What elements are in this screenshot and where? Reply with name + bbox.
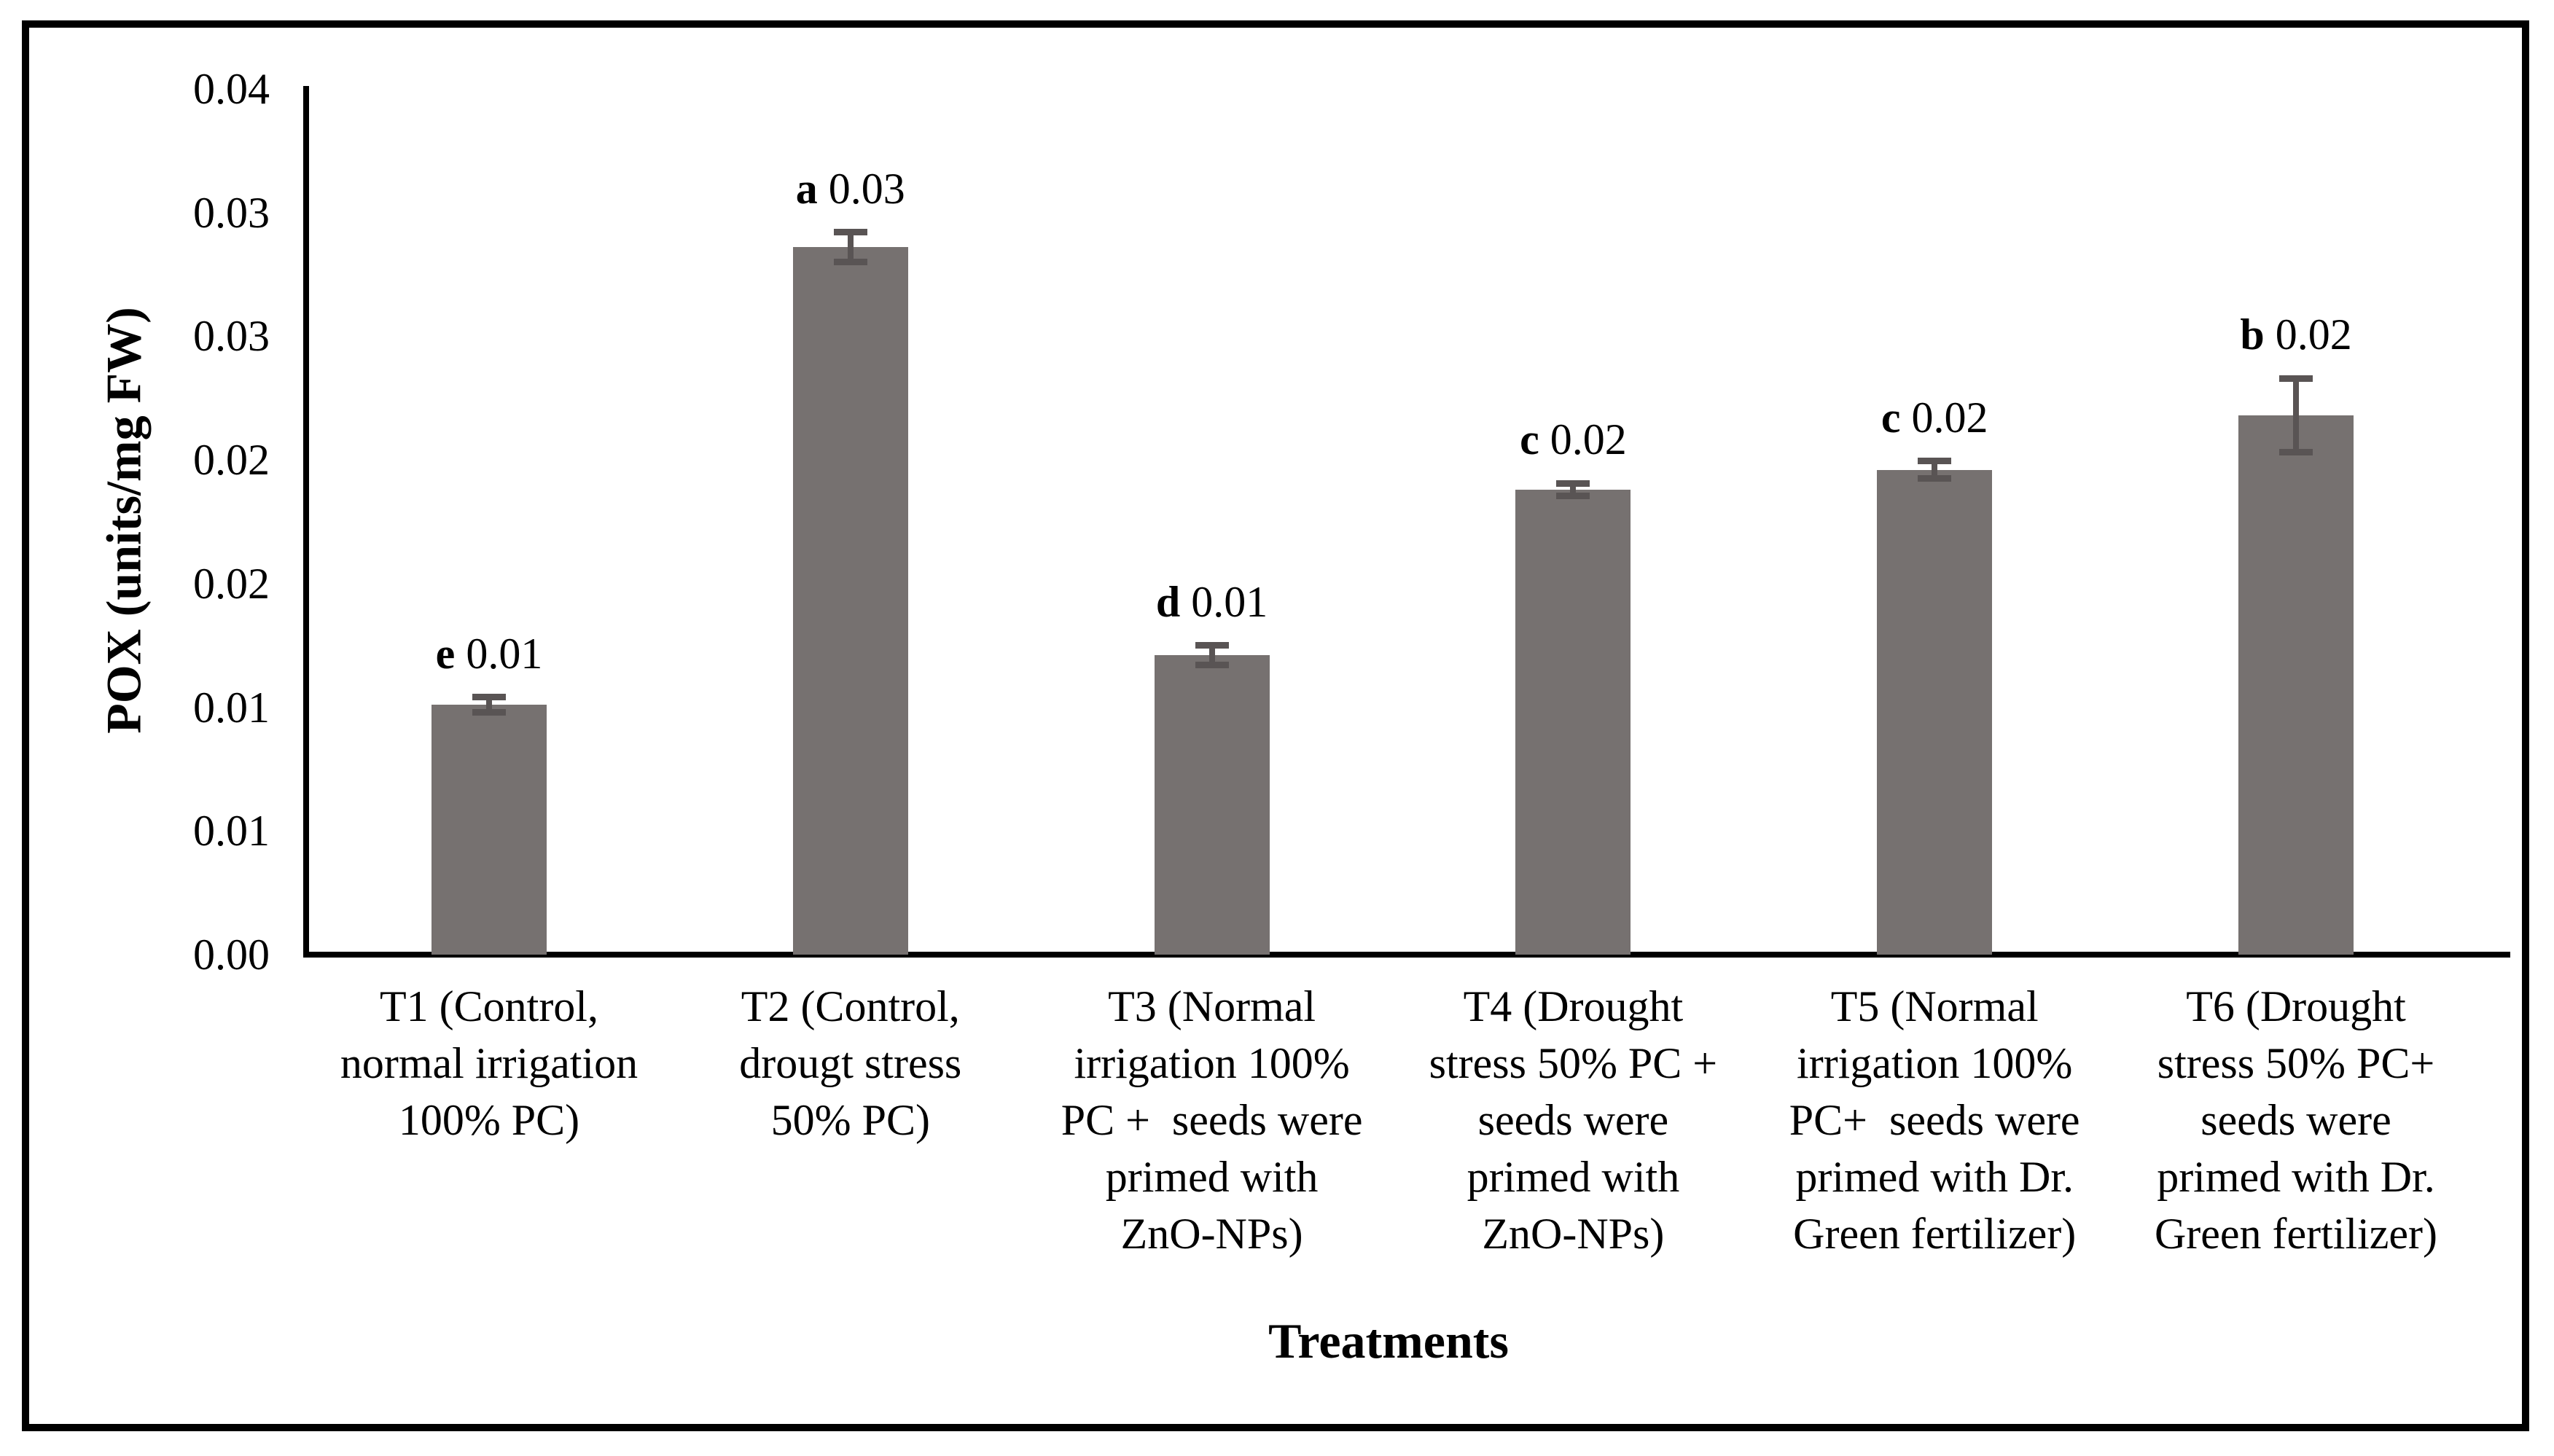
y-tick-label-1: 0.01 [193,807,270,856]
y-tick-label-7: 0.04 [193,65,270,113]
significance-letter-1: e [435,629,456,678]
category-label-line: T1 (Control, [380,982,598,1030]
category-label-line: 50% PC) [770,1096,930,1144]
error-bar-cap-bottom-6 [2279,449,2313,456]
bar-data-label-4: c 0.02 [1520,415,1627,464]
significance-letter-2: a [795,164,818,213]
significance-letter-5: c [1881,393,1901,442]
bar-data-label-3: d 0.01 [1155,577,1268,626]
category-label-line: primed with Dr. [1795,1153,2074,1201]
error-bar-cap-top-6 [2279,375,2313,382]
error-bar-cap-top-4 [1556,480,1590,487]
category-label-line: ZnO-NPs) [1120,1210,1303,1258]
y-tick-label-4: 0.02 [193,436,270,485]
error-bar-stem-5 [1932,461,1938,479]
error-bar-stem-4 [1570,483,1577,496]
category-label-line: irrigation 100% [1074,1039,1350,1087]
x-axis-title: Treatments [1268,1313,1509,1369]
category-label-line: T3 (Normal [1108,982,1316,1030]
category-label-line: T5 (Normal [1830,982,2039,1030]
bar-2 [792,247,908,955]
error-bar-cap-bottom-5 [1918,475,1952,482]
category-label-line: primed with Dr. [2157,1153,2435,1201]
category-label-line: T4 (Drought [1463,982,1684,1030]
category-label-2: T2 (Control, drougt stress 50% PC) [672,978,1029,1148]
category-label-5: T5 (Normal irrigation 100% PC+ seeds were p… [1756,978,2113,1262]
bar-data-label-6: b 0.02 [2240,310,2352,359]
category-label-line: seeds were [1477,1096,1669,1144]
category-label-line: T2 (Control, [741,982,960,1030]
error-bar-cap-top-3 [1195,642,1229,649]
y-tick-label-3: 0.02 [193,559,270,608]
category-label-line: 100% PC) [398,1096,580,1144]
category-label-line: T6 (Drought [2186,982,2406,1030]
error-bar-cap-top-2 [833,229,867,236]
category-label-line: normal irrigation [340,1039,638,1087]
y-tick-label-6: 0.03 [193,188,270,237]
bar-5 [1877,469,1993,955]
category-label-line: stress 50% PC+ [2157,1039,2435,1087]
x-axis-line [303,952,2510,958]
error-bar-cap-bottom-2 [833,259,867,266]
category-label-line: Green fertilizer) [1793,1210,2077,1258]
significance-letter-4: c [1520,415,1539,464]
figure-frame [22,20,2529,1431]
error-bar-cap-bottom-4 [1556,492,1590,499]
category-label-6: T6 (Drought stress 50% PC+ seeds were prime… [2117,978,2475,1262]
error-bar-cap-bottom-3 [1195,662,1229,669]
category-label-line: primed with [1467,1153,1680,1201]
category-label-line: PC+ seeds were [1789,1096,2080,1144]
significance-letter-6: b [2240,310,2265,359]
category-label-1: T1 (Control, normal irrigation 100% PC) [311,978,668,1148]
bar-1 [431,705,547,955]
bar-data-label-2: a 0.03 [795,164,905,213]
y-axis-line [303,86,309,958]
error-bar-stem-1 [486,697,492,713]
category-label-3: T3 (Normal irrigation 100% PC + seeds were… [1034,978,1391,1262]
bar-data-label-1: e 0.01 [435,629,543,678]
bar-4 [1515,489,1631,955]
category-label-line: primed with [1105,1153,1319,1201]
bar-3 [1154,655,1270,955]
category-label-line: stress 50% PC + [1429,1039,1718,1087]
error-bar-stem-6 [2293,378,2299,453]
category-label-line: ZnO-NPs) [1482,1210,1665,1258]
bar-data-label-5: c 0.02 [1881,393,1988,442]
error-bar-stem-3 [1208,645,1215,665]
y-axis-title: POX (units/mg FW) [95,307,152,734]
significance-letter-3: d [1155,577,1181,626]
error-bar-stem-2 [847,232,854,262]
error-bar-cap-top-1 [472,694,506,701]
bar-6 [2238,415,2354,955]
y-tick-label-0: 0.00 [193,931,270,979]
category-label-line: drougt stress [739,1039,962,1087]
category-label-line: seeds were [2200,1096,2391,1144]
category-label-line: PC + seeds were [1061,1096,1363,1144]
error-bar-cap-bottom-1 [472,708,506,716]
category-label-line: irrigation 100% [1797,1039,2073,1087]
category-label-4: T4 (Drought stress 50% PC + seeds were prim… [1394,978,1752,1262]
error-bar-cap-top-5 [1918,458,1952,465]
y-tick-label-5: 0.03 [193,312,270,361]
y-tick-label-2: 0.01 [193,683,270,732]
category-label-line: Green fertilizer) [2154,1210,2438,1258]
